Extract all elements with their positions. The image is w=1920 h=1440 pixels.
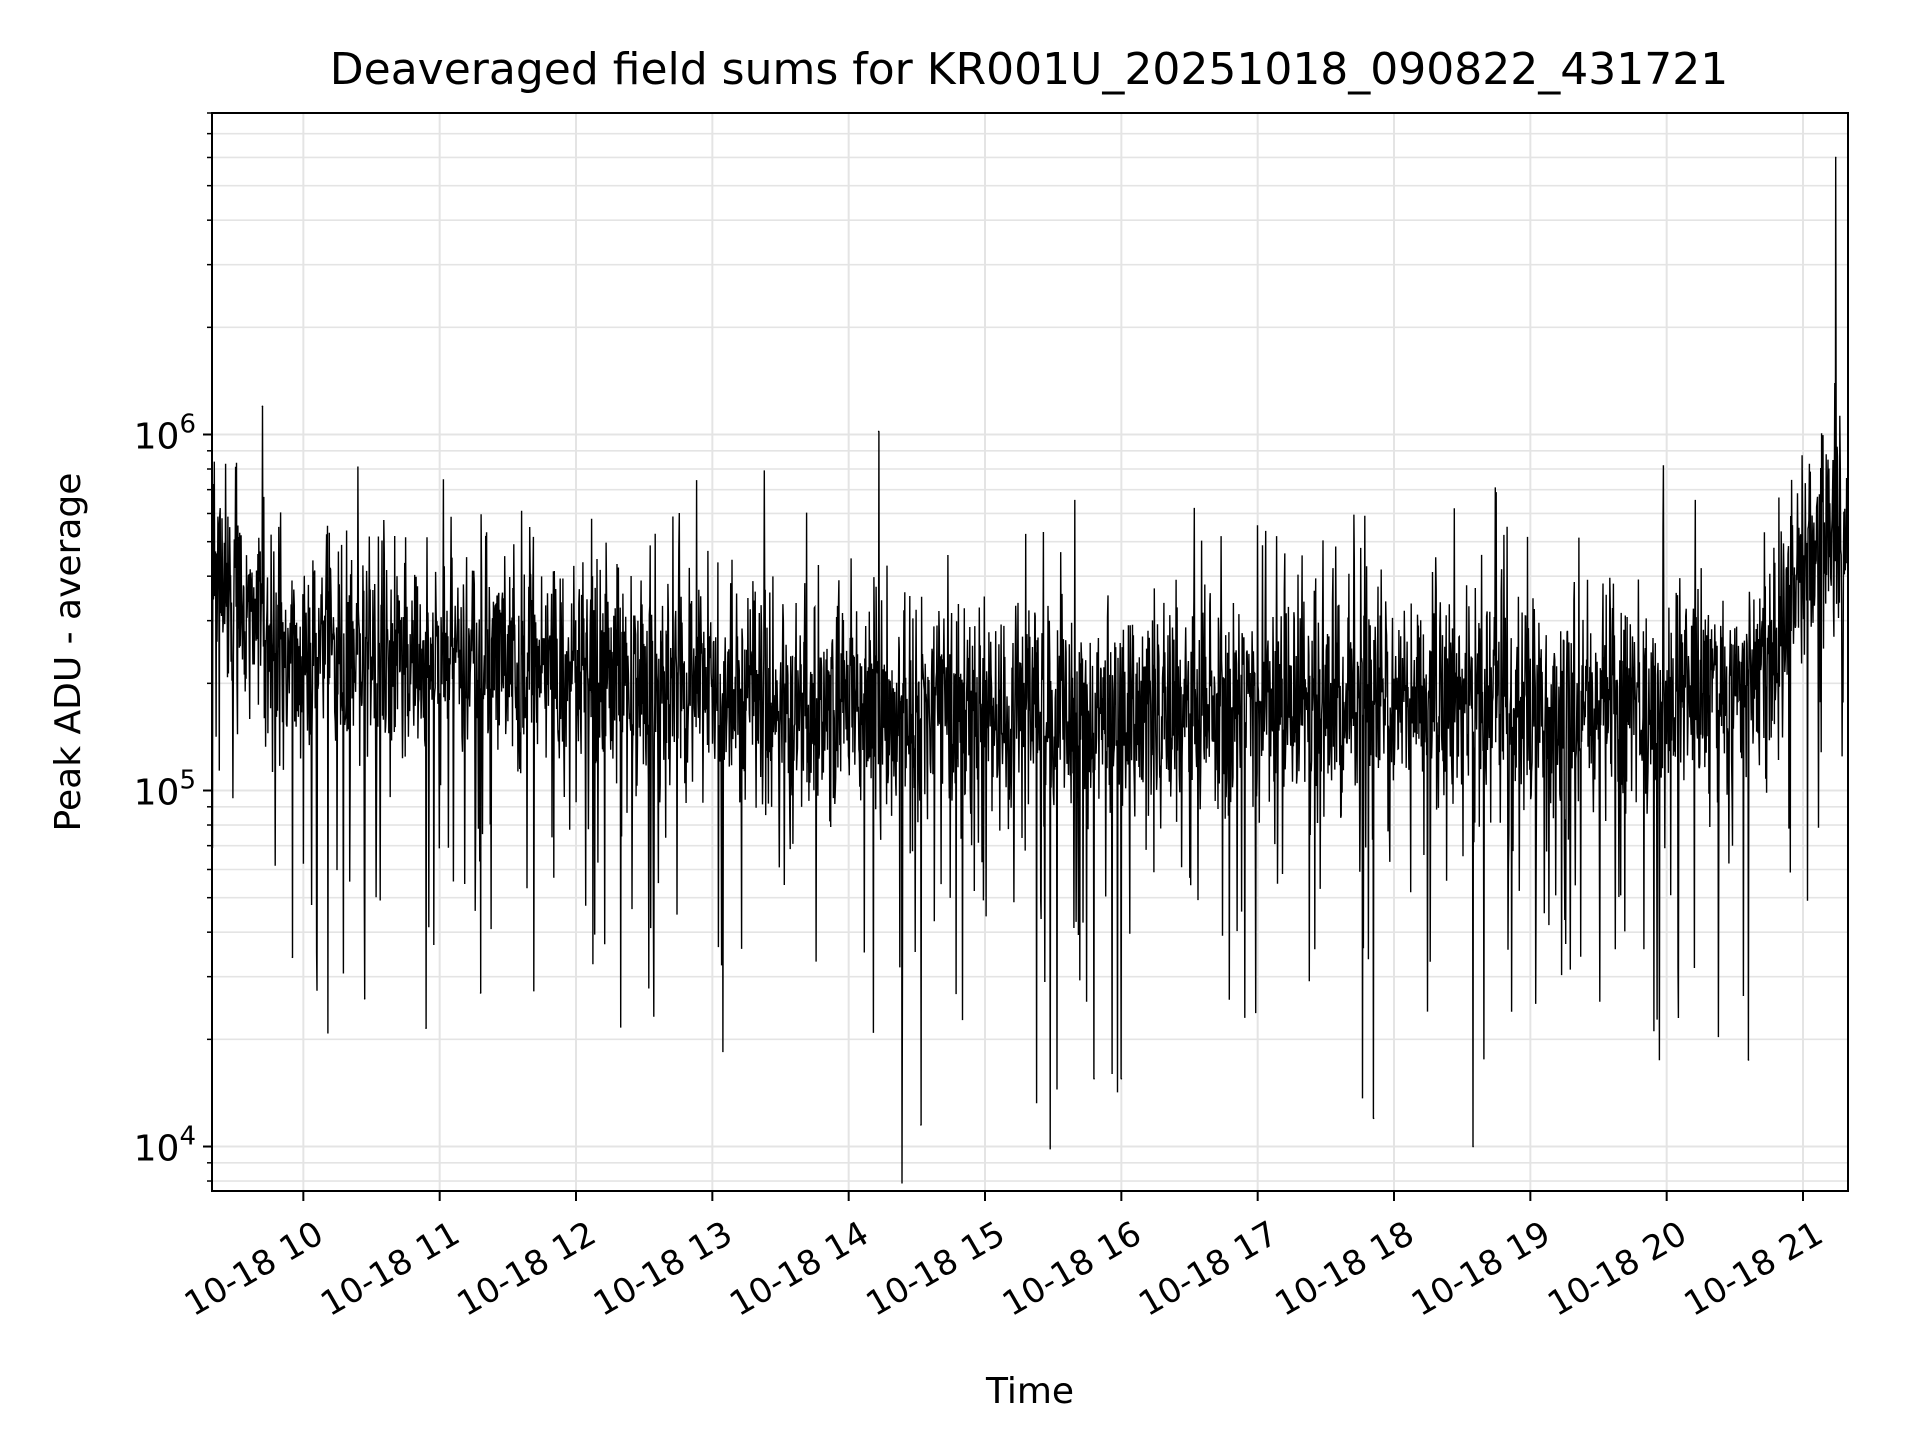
- data-point-extreme: [1747, 1059, 1750, 1061]
- y-tick-label-base: 10: [134, 773, 180, 814]
- data-point-extreme: [877, 430, 880, 433]
- data-point-extreme: [479, 992, 482, 994]
- y-tick-label-base: 10: [134, 417, 180, 458]
- data-point-extreme: [363, 997, 366, 1000]
- y-tick-label-exponent: 6: [179, 410, 196, 440]
- series-line-trace: [211, 157, 1849, 1184]
- y-tick-label: 106: [134, 410, 196, 458]
- y-tick-label: 104: [134, 1122, 196, 1170]
- y-tick-label: 105: [134, 766, 196, 814]
- plot-area-frame: [211, 112, 1849, 1192]
- data-series-line: [211, 156, 1849, 1184]
- data-point-extreme: [1093, 1077, 1095, 1080]
- chart-title: Deaveraged field sums for KR001U_2025101…: [330, 44, 1728, 95]
- data-point-extreme: [291, 956, 294, 959]
- data-point-extreme: [1120, 1077, 1123, 1080]
- y-tick-label-exponent: 5: [179, 766, 196, 796]
- y-axis-label: Peak ADU - average: [48, 473, 89, 832]
- y-tick-label-base: 10: [134, 1129, 180, 1170]
- data-point-extreme: [1472, 1145, 1474, 1148]
- data-point-extreme: [425, 1027, 427, 1029]
- data-point-extreme: [261, 405, 264, 408]
- y-tick-label-exponent: 4: [179, 1122, 196, 1152]
- x-axis-label: Time: [985, 1371, 1074, 1412]
- data-point-extreme: [920, 1124, 922, 1126]
- data-point-extreme: [1372, 1117, 1375, 1120]
- data-point-extreme: [1834, 156, 1837, 159]
